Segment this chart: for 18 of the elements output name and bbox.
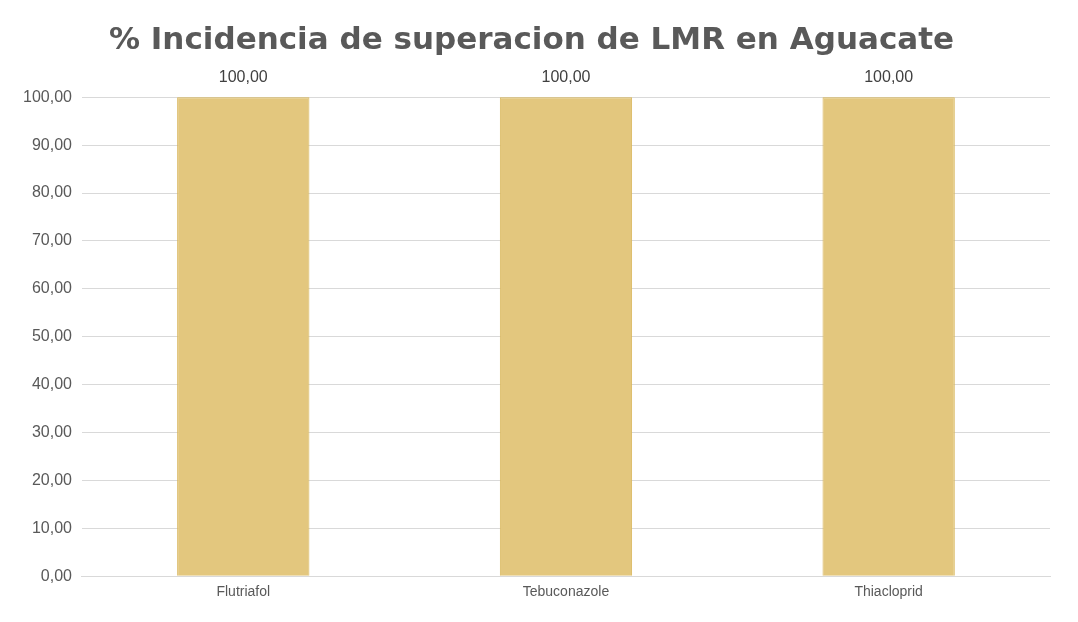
x-tick-label: Thiacloprid	[854, 583, 923, 600]
data-label: 100,00	[541, 67, 591, 85]
chart-title: % Incidencia de superacion de LMR en Aguacate	[108, 19, 955, 56]
y-tick-label: 100,00	[23, 87, 73, 105]
x-tick-label: Flutriafol	[216, 583, 271, 600]
y-tick-label: 10,00	[31, 518, 73, 536]
y-tick-label: 80,00	[31, 183, 73, 201]
y-tick-label: 50,00	[31, 327, 73, 345]
y-tick-label: 90,00	[31, 135, 73, 153]
y-tick-label: 70,00	[31, 231, 73, 249]
y-tick-label: 60,00	[31, 279, 73, 297]
x-tick-label: Tebuconazole	[522, 583, 610, 600]
y-tick-label: 0,00	[40, 566, 73, 584]
y-tick-label: 30,00	[31, 422, 73, 440]
data-label: 100,00	[218, 67, 268, 85]
y-tick-label: 40,00	[31, 375, 73, 393]
y-tick-label: 20,00	[31, 470, 73, 488]
data-label: 100,00	[864, 67, 914, 85]
